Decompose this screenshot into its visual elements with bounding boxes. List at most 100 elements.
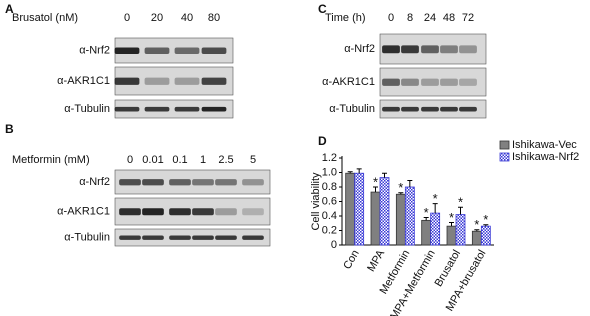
treatment-label: Brusatol (nM) (12, 12, 78, 24)
row-label: α-Nrf2 (344, 43, 375, 55)
y-tick-label: 0.4 (322, 210, 337, 222)
band (114, 106, 140, 112)
panel-label: D (318, 134, 327, 148)
significance: * (483, 212, 488, 227)
band (440, 106, 458, 112)
lane-label: 0.01 (142, 154, 163, 166)
lane-label: 5 (250, 154, 256, 166)
significance: * (458, 195, 463, 210)
bar (455, 214, 466, 246)
significance: * (373, 174, 378, 189)
error-bar (347, 171, 353, 174)
panel-label: A (5, 2, 14, 16)
lane-label: 24 (424, 12, 436, 24)
y-tick-label: 1.0 (322, 166, 337, 178)
band (242, 179, 264, 186)
panel-label: B (5, 122, 14, 136)
band (215, 208, 237, 216)
lane-label: 1 (200, 154, 206, 166)
band (174, 47, 200, 54)
band (401, 45, 419, 54)
band (421, 45, 439, 54)
band (119, 208, 141, 216)
bar (430, 212, 441, 246)
error-bar (382, 172, 387, 178)
bar (471, 230, 482, 246)
bar (421, 219, 432, 246)
row-label: α-AKR1C1 (322, 76, 375, 88)
lane-label: 80 (208, 12, 220, 24)
band (169, 179, 191, 186)
significance: * (398, 180, 403, 195)
band (174, 106, 200, 112)
y-tick-label: 0.6 (322, 195, 337, 207)
band (215, 235, 237, 240)
band (144, 106, 170, 112)
y-tick-label: 0.8 (322, 181, 337, 193)
legend-label: Ishikawa-Nrf2 (512, 151, 579, 163)
bar (404, 186, 415, 246)
significance: * (433, 191, 438, 206)
band (382, 45, 400, 54)
band (459, 45, 477, 54)
band (201, 106, 227, 112)
y-tick-label: 0 (331, 239, 337, 251)
band (215, 179, 237, 186)
error-bar (373, 186, 378, 193)
error-bar (458, 206, 463, 215)
lane-label: 0.1 (172, 154, 187, 166)
significance: * (474, 217, 479, 232)
lane-label: 2.5 (218, 154, 233, 166)
band (192, 208, 214, 216)
band (169, 235, 191, 240)
band (192, 179, 214, 186)
legend-swatch (499, 140, 510, 150)
band (401, 106, 419, 112)
error-bar (398, 192, 404, 195)
row-label: α-AKR1C1 (57, 205, 110, 217)
error-bar (474, 229, 480, 232)
band (114, 47, 140, 54)
band (144, 77, 170, 85)
band (201, 77, 227, 85)
lane-label: 48 (443, 12, 455, 24)
bar (379, 177, 390, 246)
band (382, 78, 400, 86)
bar (345, 172, 356, 246)
bar (480, 225, 491, 246)
row-label: α-AKR1C1 (57, 75, 110, 87)
x-tick-label: MPA (365, 247, 387, 274)
panel-label: C (318, 2, 327, 16)
band (114, 77, 140, 85)
legend-swatch (499, 152, 510, 162)
band (459, 78, 477, 86)
band (119, 235, 141, 240)
error-bar (356, 168, 362, 174)
band (440, 78, 458, 86)
band (142, 179, 164, 186)
row-label: α-Nrf2 (79, 176, 110, 188)
bar (370, 191, 381, 246)
x-tick-label: Con (341, 248, 361, 271)
band (382, 106, 400, 112)
significance: * (449, 210, 454, 225)
band (201, 47, 227, 54)
significance: * (424, 205, 429, 220)
band (142, 235, 164, 240)
error-bar (432, 203, 438, 214)
lane-label: 0 (124, 12, 130, 24)
lane-label: 72 (462, 12, 474, 24)
lane-label: 0 (127, 154, 133, 166)
band (421, 106, 439, 112)
band (440, 45, 458, 54)
y-tick-label: 0.2 (322, 224, 337, 236)
bar (354, 172, 365, 246)
y-tick-label: 1.2 (322, 152, 337, 164)
error-bar (423, 216, 429, 221)
error-bar (407, 179, 413, 187)
legend-label: Ishikawa-Vec (512, 139, 577, 151)
row-label: α-Tubulin (329, 103, 375, 115)
error-bar (483, 224, 489, 227)
band (242, 235, 264, 240)
